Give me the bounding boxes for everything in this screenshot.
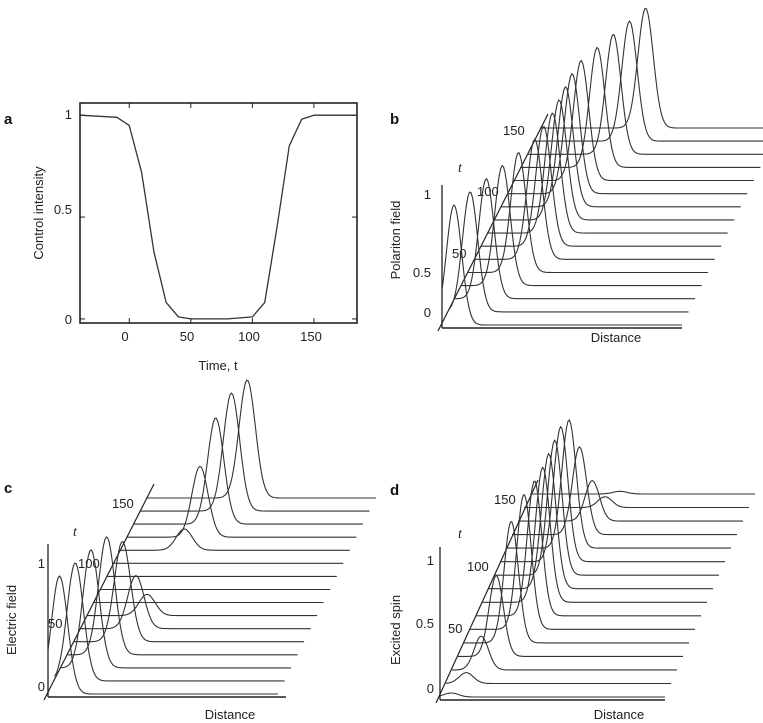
panel-c-trace <box>120 529 350 550</box>
panel-b-ylabel: Polariton field <box>388 201 403 280</box>
panel-a-ylabel: Control intensity <box>31 166 46 260</box>
panel-c: c Electric field Distance t 0 1 50 100 1… <box>4 380 376 722</box>
panel-a-ytick-label: 0.5 <box>54 202 72 217</box>
panel-b-t-tick-label: 150 <box>503 123 525 138</box>
figure-canvas: a 0 50 100 150 0 0.5 1 Time, t Control i… <box>0 0 763 723</box>
panel-d-t-label: t <box>458 527 463 542</box>
panel-d-ytick-label: 0.5 <box>416 616 434 631</box>
panel-d-t-tick-label: 50 <box>448 621 462 636</box>
panel-d-trace <box>440 693 665 697</box>
panel-c-t-tick-label: 150 <box>112 496 134 511</box>
panel-c-ytick-label: 0 <box>38 679 45 694</box>
panel-a-letter: a <box>4 111 13 128</box>
panel-a-yticks: 0 0.5 1 <box>54 107 72 327</box>
panel-d-ytick-label: 1 <box>427 553 434 568</box>
panel-a-ytick-label: 1 <box>65 107 72 122</box>
panel-c-trace <box>61 550 291 668</box>
panel-c-trace <box>146 380 376 498</box>
panel-a-series-line <box>80 115 357 319</box>
panel-d-trace <box>446 673 671 684</box>
panel-c-plot-area <box>44 380 376 700</box>
panel-b: b Polariton field Distance t 0 0.5 1 50 … <box>388 8 763 345</box>
panel-a-xtick-label: 100 <box>238 329 260 344</box>
panel-a-xtick-label: 0 <box>121 329 128 344</box>
panel-d-ytick-label: 0 <box>427 681 434 696</box>
panel-a-ytick-label: 0 <box>65 312 72 327</box>
panel-a: a 0 50 100 150 0 0.5 1 Time, t Control i… <box>4 103 357 373</box>
panel-b-t-label: t <box>458 161 463 176</box>
panel-b-plot-area <box>438 8 763 331</box>
panel-c-ylabel: Electric field <box>4 585 19 655</box>
panel-c-ytick-label: 1 <box>38 556 45 571</box>
panel-d: d Excited spin Distance t 0 0.5 1 50 100… <box>388 420 755 722</box>
panel-a-xticks: 0 50 100 150 <box>121 329 321 344</box>
panel-d-xlabel: Distance <box>594 707 645 722</box>
panel-c-xlabel: Distance <box>205 707 256 722</box>
panel-d-trace <box>452 636 677 670</box>
panel-c-letter: c <box>4 480 12 497</box>
panel-a-xlabel: Time, t <box>198 358 238 373</box>
panel-b-ytick-label: 0.5 <box>413 265 431 280</box>
panel-c-t-label: t <box>73 525 78 540</box>
panel-d-letter: d <box>390 482 399 499</box>
panel-a-plot-area <box>80 103 357 323</box>
panel-a-xtick-label: 150 <box>300 329 322 344</box>
panel-a-xtick-label: 50 <box>180 329 194 344</box>
panel-a-frame <box>80 103 357 323</box>
panel-b-letter: b <box>390 111 399 128</box>
panel-b-ytick-label: 0 <box>424 305 431 320</box>
panel-d-t-tick-label: 150 <box>494 492 516 507</box>
panel-b-ytick-label: 1 <box>424 187 431 202</box>
panel-d-t-tick-label: 100 <box>467 559 489 574</box>
panel-b-xlabel: Distance <box>591 330 642 345</box>
panel-d-ylabel: Excited spin <box>388 595 403 665</box>
